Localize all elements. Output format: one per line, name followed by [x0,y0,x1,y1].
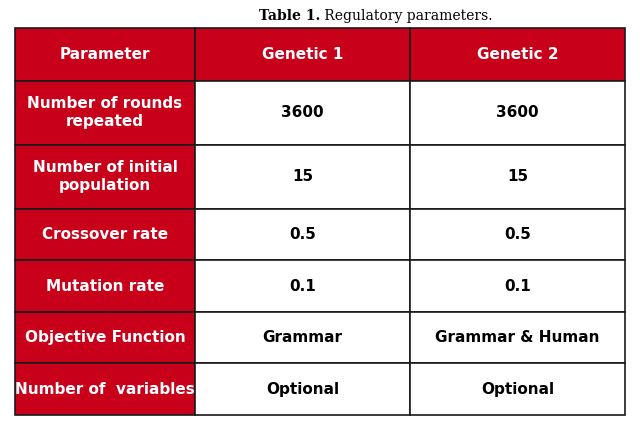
Text: Parameter: Parameter [60,47,150,62]
Text: 0.5: 0.5 [289,227,316,242]
Text: Table 1.: Table 1. [259,9,320,23]
Bar [410,144,625,209]
Text: Grammar: Grammar [262,330,342,345]
Text: 0.1: 0.1 [289,278,316,294]
Bar [195,81,410,144]
Text: Genetic 1: Genetic 1 [262,47,343,62]
Bar [15,312,195,363]
Bar [15,363,195,415]
Text: 3600: 3600 [282,105,324,120]
Text: Mutation rate: Mutation rate [46,278,164,294]
Bar [410,363,625,415]
Bar [15,144,195,209]
Text: Number of  variables: Number of variables [15,382,195,397]
Text: Objective Function: Objective Function [24,330,186,345]
Bar [195,28,410,81]
Bar [410,312,625,363]
Bar [195,312,410,363]
Text: 0.5: 0.5 [504,227,531,242]
Text: Genetic 2: Genetic 2 [477,47,559,62]
Bar [15,260,195,312]
Bar [195,363,410,415]
Text: Optional: Optional [266,382,339,397]
Text: Regulatory parameters.: Regulatory parameters. [320,9,493,23]
Bar [410,81,625,144]
Text: 15: 15 [292,169,313,184]
Text: Optional: Optional [481,382,554,397]
Bar [15,28,195,81]
Text: 3600: 3600 [497,105,539,120]
Text: Grammar & Human: Grammar & Human [435,330,600,345]
Text: Crossover rate: Crossover rate [42,227,168,242]
Bar [410,209,625,260]
Bar [15,209,195,260]
Bar [195,260,410,312]
Bar [195,209,410,260]
Bar [410,28,625,81]
Bar [410,260,625,312]
Text: Number of rounds
repeated: Number of rounds repeated [28,96,182,129]
Text: 0.1: 0.1 [504,278,531,294]
Text: 15: 15 [507,169,528,184]
Bar [195,144,410,209]
Text: Number of initial
population: Number of initial population [33,160,177,193]
Bar [15,81,195,144]
